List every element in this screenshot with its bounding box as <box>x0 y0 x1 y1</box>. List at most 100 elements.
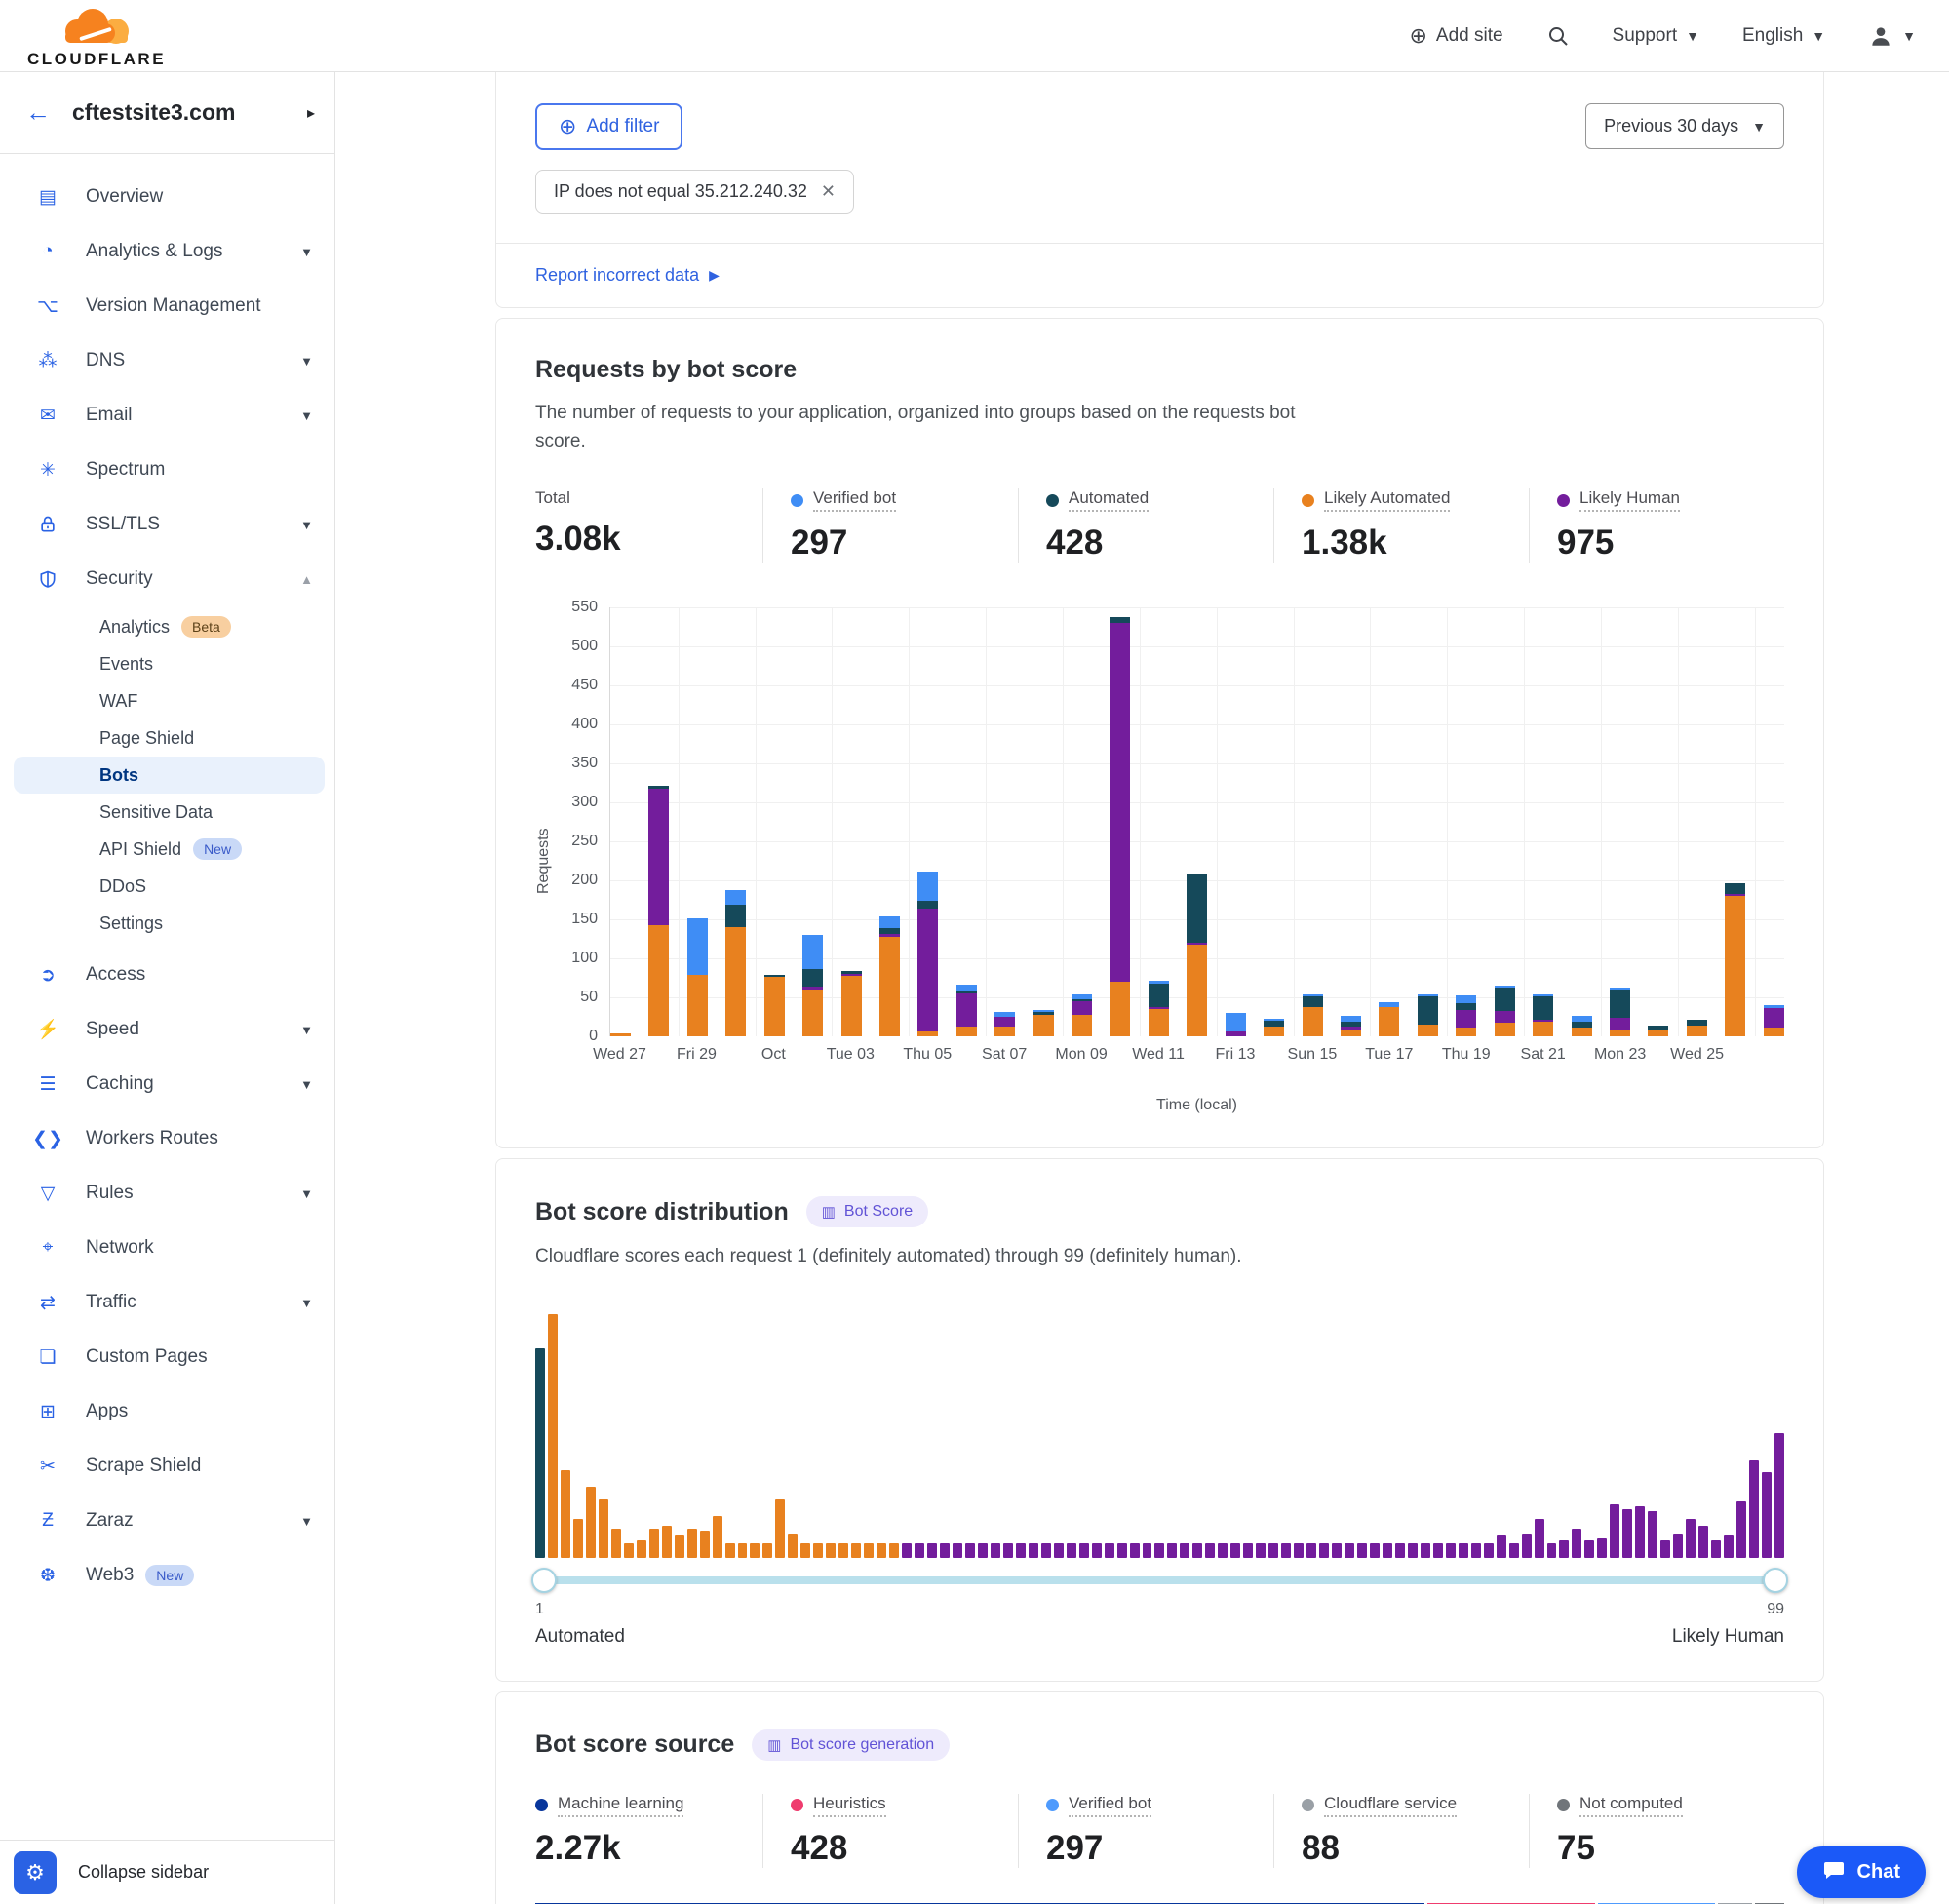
sidebar-item-label: Spectrum <box>86 459 166 480</box>
hist-bar-score-67 <box>1369 1542 1380 1558</box>
sidebar-item-label: Caching <box>86 1073 154 1094</box>
badge-beta: Beta <box>181 616 231 638</box>
support-menu[interactable]: Support ▼ <box>1612 24 1699 46</box>
sidebar-item-security[interactable]: Security ▲ <box>0 552 334 606</box>
add-filter-button[interactable]: ⊕ Add filter <box>535 103 683 150</box>
filter-chip[interactable]: IP does not equal 35.212.240.32 ✕ <box>535 170 854 214</box>
sidebar-item-analytics-logs[interactable]: ◔ Analytics & Logs ▼ <box>0 224 334 279</box>
stacked-bar-day-31 <box>1763 1005 1784 1036</box>
hist-bar-score-40 <box>1028 1542 1038 1558</box>
search-button[interactable] <box>1546 24 1570 48</box>
sidebar-subitem-page-shield[interactable]: Page Shield <box>14 719 325 757</box>
site-switcher-chevron-icon[interactable]: ▸ <box>306 104 315 122</box>
stat-value: 428 <box>791 1828 848 1867</box>
hist-bar-score-88 <box>1635 1505 1646 1558</box>
quick-actions-gear-button[interactable]: ⚙ <box>14 1850 57 1894</box>
slider-handle-min[interactable] <box>531 1567 557 1593</box>
sidebar-subitem-sensitive-data[interactable]: Sensitive Data <box>14 794 325 831</box>
hist-bar-score-92 <box>1686 1518 1696 1558</box>
chevron-down-icon: ▼ <box>1752 118 1766 135</box>
web3-icon: ❆ <box>40 1565 56 1586</box>
stat-label[interactable]: Machine learning <box>558 1794 684 1817</box>
hist-bar-score-81 <box>1546 1542 1557 1558</box>
sidebar-subitem-bots[interactable]: Bots <box>14 757 325 794</box>
hist-bar-score-24 <box>826 1542 837 1558</box>
requests-stat-total: Total 3.08k <box>535 488 762 563</box>
stat-label[interactable]: Cloudflare service <box>1324 1794 1458 1817</box>
stat-label[interactable]: Automated <box>1069 488 1150 512</box>
date-range-dropdown[interactable]: Previous 30 days ▼ <box>1585 103 1784 149</box>
bot-score-docs-pill[interactable]: ▥ Bot Score <box>805 1196 929 1227</box>
sidebar-item-caching[interactable]: ☰ Caching ▼ <box>0 1057 334 1111</box>
sidebar-subitem-analytics[interactable]: Analytics Beta <box>14 608 325 645</box>
sidebar-item-ssl-tls[interactable]: SSL/TLS ▼ <box>0 497 334 552</box>
bot-score-generation-docs-pill[interactable]: ▥ Bot score generation <box>752 1729 951 1761</box>
hist-bar-score-4 <box>572 1518 583 1558</box>
requests-stat-automated: Automated 428 <box>1018 488 1273 563</box>
search-icon <box>1546 24 1570 48</box>
chevron-down-icon: ▼ <box>300 1076 313 1092</box>
cloudflare-logo[interactable]: CLOUDFLARE <box>23 2 170 69</box>
stacked-bar-day-11 <box>994 1012 1016 1036</box>
sidebar-item-spectrum[interactable]: ✳ Spectrum <box>0 443 334 497</box>
sidebar-subitem-ddos[interactable]: DDoS <box>14 868 325 905</box>
remove-filter-icon[interactable]: ✕ <box>820 181 836 201</box>
chevron-down-icon: ▼ <box>300 1022 313 1037</box>
hist-bar-score-52 <box>1180 1542 1190 1558</box>
sidebar: ← cftestsite3.com ▸ ▤ Overview ◔ Analytics … <box>0 72 335 1904</box>
chevron-down-icon: ▼ <box>1686 27 1699 44</box>
sidebar-item-network[interactable]: ⌖ Network <box>0 1221 334 1275</box>
stacked-bar-day-2 <box>648 786 670 1036</box>
sidebar-item-custom-pages[interactable]: ❏ Custom Pages <box>0 1330 334 1384</box>
sidebar-item-access[interactable]: ➲ Access <box>0 948 334 1002</box>
sidebar-item-web3[interactable]: ❆ Web3 New <box>0 1548 334 1603</box>
sidebar-subitem-waf[interactable]: WAF <box>14 682 325 719</box>
stacked-bar-day-14 <box>1110 617 1131 1036</box>
sidebar-item-zaraz[interactable]: Ƶ Zaraz ▼ <box>0 1494 334 1548</box>
hist-bar-score-83 <box>1572 1528 1582 1558</box>
sidebar-subitem-api-shield[interactable]: API Shield New <box>14 831 325 868</box>
sidebar-subitem-label: Sensitive Data <box>99 801 214 822</box>
sidebar-item-version-management[interactable]: ⌥ Version Management <box>0 279 334 333</box>
sidebar-item-scrape-shield[interactable]: ✂ Scrape Shield <box>0 1439 334 1494</box>
account-menu[interactable]: ▼ <box>1868 23 1916 49</box>
stat-label[interactable]: Not computed <box>1579 1794 1683 1817</box>
sidebar-item-traffic[interactable]: ⇄ Traffic ▼ <box>0 1275 334 1330</box>
sidebar-subitem-label: Bots <box>99 764 138 785</box>
back-arrow-icon[interactable]: ← <box>25 97 51 127</box>
stat-label[interactable]: Heuristics <box>813 1794 886 1817</box>
speed-icon: ⚡ <box>36 1020 59 1040</box>
stat-value: 75 <box>1557 1828 1595 1867</box>
slider-handle-max[interactable] <box>1763 1567 1788 1593</box>
source-stat-cloudflare-service: Cloudflare service 88 <box>1273 1793 1529 1868</box>
stat-label[interactable]: Likely Human <box>1579 488 1680 512</box>
add-site-button[interactable]: ⊕ Add site <box>1409 22 1503 48</box>
rules-icon: ▽ <box>40 1183 56 1204</box>
sidebar-subitem-events[interactable]: Events <box>14 645 325 682</box>
stat-label[interactable]: Likely Automated <box>1324 488 1451 512</box>
score-range-slider[interactable] <box>531 1567 1788 1593</box>
sidebar-item-overview[interactable]: ▤ Overview <box>0 170 334 224</box>
stat-label[interactable]: Verified bot <box>813 488 897 512</box>
sidebar-item-email[interactable]: ✉ Email ▼ <box>0 388 334 443</box>
sidebar-item-rules[interactable]: ▽ Rules ▼ <box>0 1166 334 1221</box>
chat-button[interactable]: Chat <box>1796 1846 1926 1898</box>
sidebar-subitem-settings[interactable]: Settings <box>14 905 325 942</box>
slider-track[interactable] <box>537 1575 1782 1584</box>
collapse-sidebar-button[interactable]: Collapse sidebar <box>78 1862 210 1882</box>
hist-bar-score-96 <box>1736 1500 1746 1558</box>
sidebar-item-workers-routes[interactable]: ❮❯ Workers Routes <box>0 1111 334 1166</box>
hist-bar-score-94 <box>1711 1539 1722 1558</box>
sidebar-item-dns[interactable]: ⁂ DNS ▼ <box>0 333 334 388</box>
hist-bar-score-74 <box>1458 1542 1468 1558</box>
hist-bar-score-53 <box>1192 1542 1203 1558</box>
access-icon: ➲ <box>40 964 56 986</box>
sidebar-item-speed[interactable]: ⚡ Speed ▼ <box>0 1002 334 1057</box>
hist-bar-score-18 <box>750 1542 760 1558</box>
stat-label[interactable]: Verified bot <box>1069 1794 1152 1817</box>
hist-bar-score-42 <box>1053 1542 1064 1558</box>
language-menu[interactable]: English ▼ <box>1741 24 1826 46</box>
stacked-bar-day-10 <box>955 985 977 1036</box>
report-incorrect-data-link[interactable]: Report incorrect data <box>535 265 700 285</box>
sidebar-item-apps[interactable]: ⊞ Apps <box>0 1384 334 1439</box>
